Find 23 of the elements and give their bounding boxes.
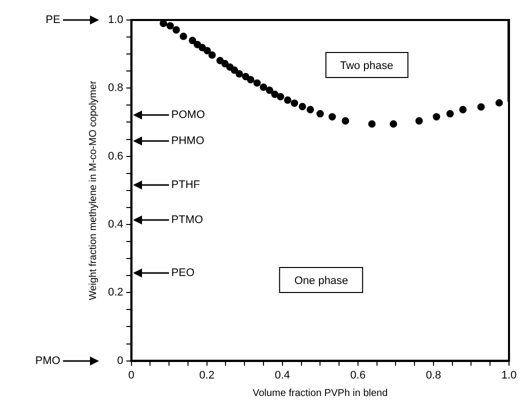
annotation: PTMO [171, 214, 204, 226]
x-tick-label: 0.2 [199, 369, 214, 382]
annotation: PTHF [171, 178, 200, 191]
x-tick-label: 0.8 [426, 369, 442, 382]
x-tick-label: 0 [128, 369, 134, 382]
annotation: PHMO [171, 135, 204, 148]
x-tick-label: 1.0 [501, 369, 517, 382]
y-tick-label: 1.0 [108, 14, 124, 26]
x-axis-title: Volume fraction PVPh in blend [252, 388, 388, 399]
text: PMO [35, 354, 60, 367]
annotation: PEO [171, 266, 195, 279]
x-tick-label: 0.4 [274, 369, 290, 382]
y-axis-title: Weight fraction methylene in M-co-MO copolymer [88, 80, 99, 300]
annotation: One phase [294, 275, 348, 288]
text: PE [46, 14, 60, 26]
annotation: Two phase [340, 60, 394, 72]
y-tick-label: 0.8 [108, 82, 124, 94]
y-tick-label: 0.2 [108, 286, 124, 299]
y-tick-label: 0.4 [108, 218, 124, 231]
y-tick-label: 0 [117, 354, 124, 367]
annotation: POMO [171, 109, 205, 122]
x-tick-label: 0.6 [350, 369, 366, 382]
y-tick-label: 0.6 [108, 150, 124, 162]
